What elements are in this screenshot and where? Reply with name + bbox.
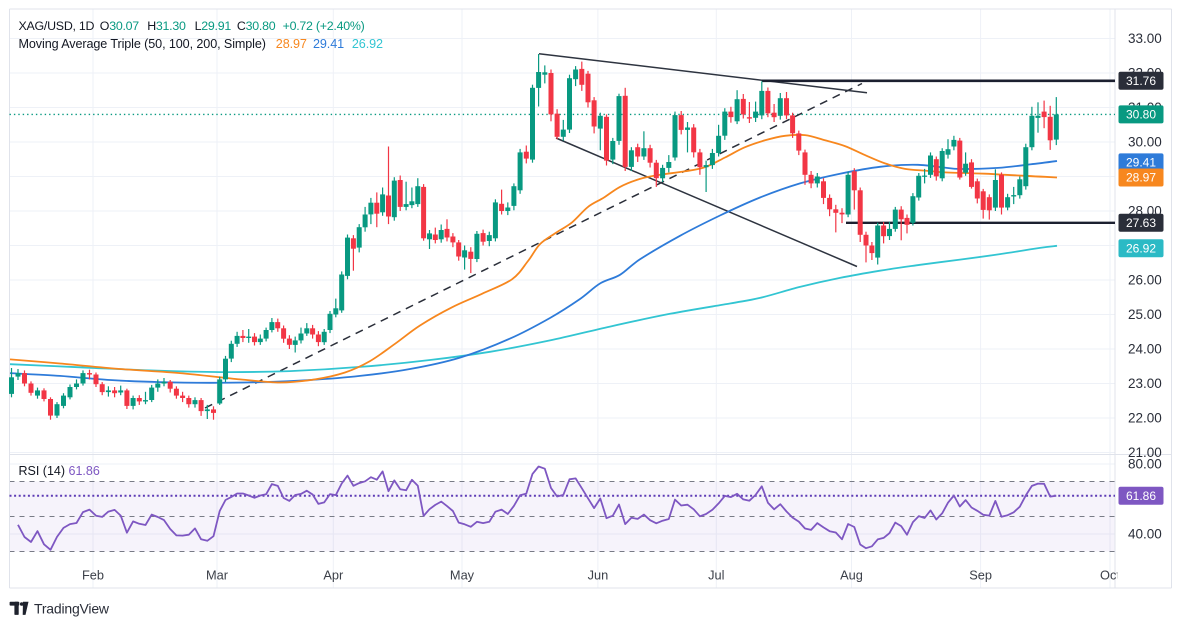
svg-text:Aug: Aug bbox=[840, 568, 863, 583]
svg-text:24.00: 24.00 bbox=[1128, 342, 1162, 357]
svg-text:26.92: 26.92 bbox=[1126, 242, 1156, 256]
svg-text:22.00: 22.00 bbox=[1128, 411, 1162, 426]
svg-text:Jul: Jul bbox=[708, 568, 724, 583]
svg-text:28.97: 28.97 bbox=[1126, 171, 1156, 185]
svg-text:Moving Average Triple (50, 100: Moving Average Triple (50, 100, 200, Sim… bbox=[19, 37, 266, 51]
svg-text:Feb: Feb bbox=[82, 568, 104, 583]
svg-text:61.86: 61.86 bbox=[1126, 489, 1156, 503]
svg-text:30.00: 30.00 bbox=[1128, 135, 1162, 150]
svg-text:31.76: 31.76 bbox=[1126, 74, 1156, 88]
svg-text:26.00: 26.00 bbox=[1128, 273, 1162, 288]
svg-text:+0.72 (+2.40%): +0.72 (+2.40%) bbox=[283, 19, 365, 33]
svg-text:Sep: Sep bbox=[969, 568, 992, 583]
svg-text:TradingView: TradingView bbox=[34, 601, 110, 617]
svg-text:C30.80: C30.80 bbox=[237, 19, 276, 33]
svg-text:21.00: 21.00 bbox=[1128, 445, 1162, 460]
svg-text:H31.30: H31.30 bbox=[147, 19, 186, 33]
svg-text:40.00: 40.00 bbox=[1128, 527, 1162, 542]
svg-text:61.86: 61.86 bbox=[69, 464, 100, 478]
svg-text:23.00: 23.00 bbox=[1128, 376, 1162, 391]
svg-text:26.92: 26.92 bbox=[352, 37, 383, 51]
svg-text:27.63: 27.63 bbox=[1126, 216, 1156, 230]
svg-text:Mar: Mar bbox=[206, 568, 229, 583]
svg-text:30.80: 30.80 bbox=[1126, 108, 1156, 122]
svg-text:29.41: 29.41 bbox=[1126, 156, 1156, 170]
svg-text:O30.07: O30.07 bbox=[100, 19, 140, 33]
svg-text:L29.91: L29.91 bbox=[195, 19, 232, 33]
svg-text:Jun: Jun bbox=[588, 568, 609, 583]
svg-text:33.00: 33.00 bbox=[1128, 31, 1162, 46]
svg-text:28.97: 28.97 bbox=[276, 37, 307, 51]
svg-text:Oct: Oct bbox=[1100, 568, 1120, 583]
svg-text:May: May bbox=[450, 568, 475, 583]
svg-text:Apr: Apr bbox=[323, 568, 344, 583]
svg-text:RSI (14): RSI (14) bbox=[19, 464, 66, 478]
svg-text:25.00: 25.00 bbox=[1128, 307, 1162, 322]
svg-text:XAG/USD, 1D: XAG/USD, 1D bbox=[19, 19, 95, 33]
svg-text:29.41: 29.41 bbox=[313, 37, 344, 51]
svg-text:80.00: 80.00 bbox=[1128, 457, 1162, 472]
